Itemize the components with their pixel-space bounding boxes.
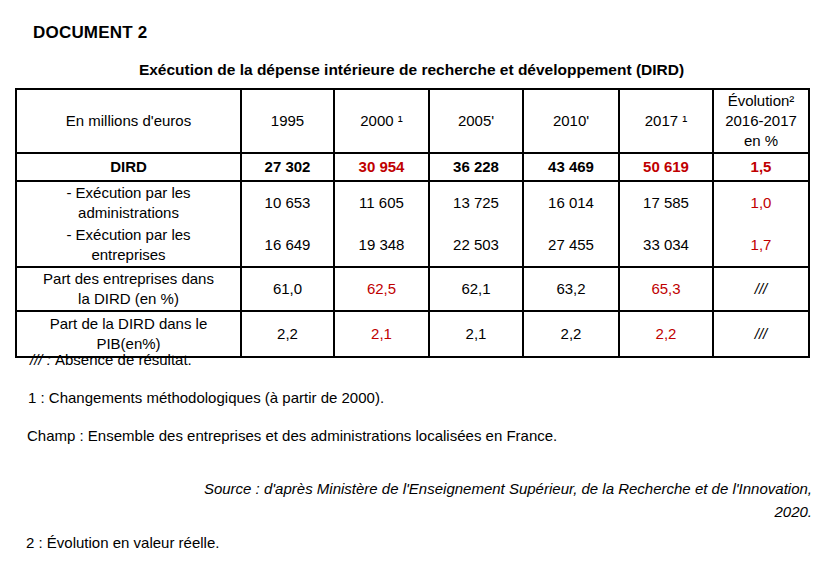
table-cell: 1,5 bbox=[713, 153, 809, 181]
table-cell: 17 585 bbox=[619, 181, 713, 224]
table-cell: 2,1 bbox=[334, 311, 429, 357]
table-cell: 10 653 bbox=[241, 181, 334, 224]
table-cell: 43 469 bbox=[523, 153, 619, 181]
row-label: - Exécution par les administrations bbox=[16, 181, 241, 224]
table-cell: 22 503 bbox=[429, 224, 523, 267]
table-cell: 62,1 bbox=[429, 267, 523, 311]
header-evolution-cell: Évolution² 2016-2017 en % bbox=[713, 89, 809, 153]
table-cell: 33 034 bbox=[619, 224, 713, 267]
table-row-part-entreprises: Part des entreprises dans la DIRD (en %)… bbox=[16, 267, 809, 311]
table-cell: 30 954 bbox=[334, 153, 429, 181]
header-year-2000: 2000 ¹ bbox=[334, 89, 429, 153]
table-cell-no-result: /// bbox=[713, 311, 809, 357]
dird-table: En millions d'euros 1995 2000 ¹ 2005' 20… bbox=[15, 88, 810, 358]
table-cell: 50 619 bbox=[619, 153, 713, 181]
note-1: 1 : Changements méthodologiques (à parti… bbox=[28, 389, 384, 407]
table-cell: 16 649 bbox=[241, 224, 334, 267]
table-cell-no-result: /// bbox=[713, 267, 809, 311]
header-year-2005: 2005' bbox=[429, 89, 523, 153]
source-note: Source : d'après Ministère de l'Enseigne… bbox=[30, 477, 812, 523]
table-cell: 2,2 bbox=[619, 311, 713, 357]
header-year-1995: 1995 bbox=[241, 89, 334, 153]
table-cell: 61,0 bbox=[241, 267, 334, 311]
table-row-dird: DIRD 27 302 30 954 36 228 43 469 50 619 … bbox=[16, 153, 809, 181]
table-cell: 19 348 bbox=[334, 224, 429, 267]
document-title: DOCUMENT 2 bbox=[33, 23, 147, 43]
source-line-2: 2020. bbox=[30, 500, 812, 523]
row-label: Part des entreprises dans la DIRD (en %) bbox=[16, 267, 241, 311]
table-cell: 2,2 bbox=[241, 311, 334, 357]
table-cell: 16 014 bbox=[523, 181, 619, 224]
table-cell: 2,2 bbox=[523, 311, 619, 357]
note-champ: Champ : Ensemble des entreprises et des … bbox=[27, 427, 557, 445]
note-2: 2 : Évolution en valeur réelle. bbox=[26, 534, 219, 552]
row-label: DIRD bbox=[16, 153, 241, 181]
table-cell: 63,2 bbox=[523, 267, 619, 311]
source-line-1: Source : d'après Ministère de l'Enseigne… bbox=[30, 477, 812, 500]
table-cell: 1,7 bbox=[713, 224, 809, 267]
header-unit-cell: En millions d'euros bbox=[16, 89, 241, 153]
table-cell: 36 228 bbox=[429, 153, 523, 181]
table-cell: 27 302 bbox=[241, 153, 334, 181]
table-row-entreprises: - Exécution par les entreprises 16 649 1… bbox=[16, 224, 809, 267]
note-absence-marker: /// : bbox=[30, 351, 55, 368]
table-cell: 2,1 bbox=[429, 311, 523, 357]
table-caption: Exécution de la dépense intérieure de re… bbox=[15, 61, 808, 79]
header-year-2010: 2010' bbox=[523, 89, 619, 153]
table-cell: 11 605 bbox=[334, 181, 429, 224]
table-cell: 62,5 bbox=[334, 267, 429, 311]
table-cell: 27 455 bbox=[523, 224, 619, 267]
note-absence: /// : Absence de résultat. bbox=[30, 351, 192, 369]
row-label: - Exécution par les entreprises bbox=[16, 224, 241, 267]
table-row-administrations: - Exécution par les administrations 10 6… bbox=[16, 181, 809, 224]
note-absence-text: Absence de résultat. bbox=[55, 351, 192, 368]
table-header-row: En millions d'euros 1995 2000 ¹ 2005' 20… bbox=[16, 89, 809, 153]
table-cell: 65,3 bbox=[619, 267, 713, 311]
table-cell: 1,0 bbox=[713, 181, 809, 224]
header-year-2017: 2017 ¹ bbox=[619, 89, 713, 153]
table-cell: 13 725 bbox=[429, 181, 523, 224]
